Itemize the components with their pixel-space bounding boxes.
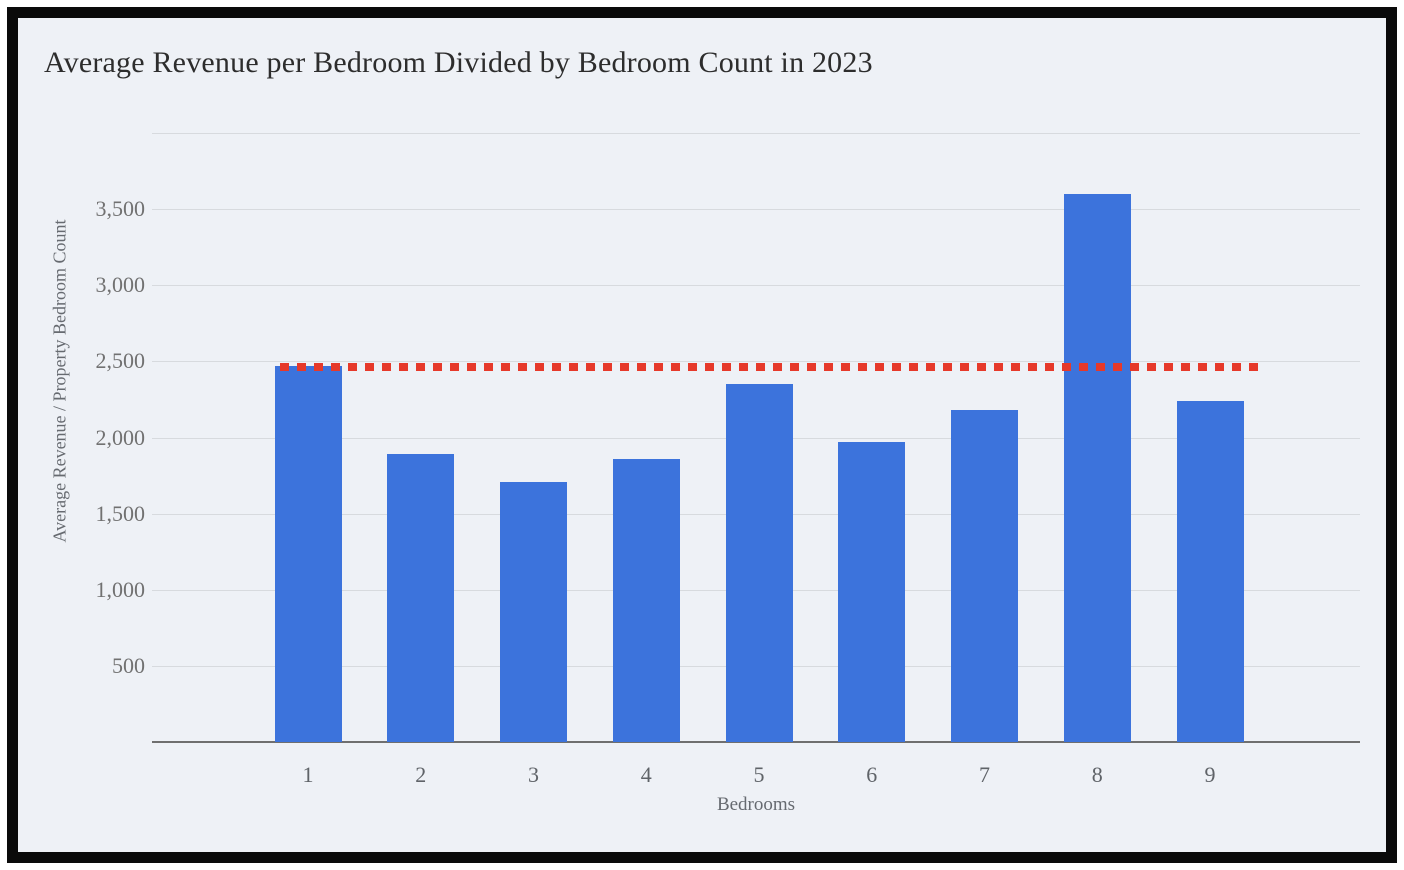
x-tick-label: 2 — [415, 762, 427, 787]
x-tick-label: 3 — [528, 762, 539, 787]
x-tick-label: 8 — [1091, 762, 1103, 787]
y-tick-label: 2,500 — [95, 348, 146, 373]
gridline — [152, 209, 1360, 210]
x-axis-line — [152, 741, 1360, 743]
gridline — [152, 133, 1360, 134]
plot-area: Bedrooms 500 1,000 1,500 2,000 2,500 3,000 3,5… — [96, 133, 1360, 815]
bar-bedrooms-8[interactable] — [1063, 194, 1131, 742]
gridline — [152, 285, 1360, 286]
y-tick-label: 3,000 — [95, 272, 146, 297]
bar-bedrooms-4[interactable] — [612, 459, 680, 742]
gridline — [152, 361, 1360, 362]
bar-bedrooms-6[interactable] — [838, 442, 906, 742]
x-tick-label: 1 — [302, 762, 314, 787]
y-tick-label: 1,500 — [95, 501, 146, 526]
y-tick-label: 2,000 — [95, 425, 146, 450]
bar-bedrooms-7[interactable] — [951, 410, 1018, 742]
chart-frame: Average Revenue per Bedroom Divided by B… — [7, 7, 1397, 863]
y-tick-label: 500 — [112, 653, 145, 678]
chart-title: Average Revenue per Bedroom Divided by B… — [44, 46, 873, 79]
y-tick-label: 3,500 — [95, 196, 146, 221]
bar-bedrooms-3[interactable] — [500, 482, 567, 742]
chart-content: Average Revenue per Bedroom Divided by B… — [18, 18, 1386, 852]
bar-bedrooms-9[interactable] — [1176, 401, 1244, 742]
x-tick-label: 4 — [640, 762, 652, 787]
bar-bedrooms-5[interactable] — [725, 384, 793, 742]
x-axis-title: Bedrooms — [716, 794, 796, 815]
x-tick-label: 5 — [753, 762, 765, 787]
reference-line — [280, 363, 1258, 371]
bar-bedrooms-1[interactable] — [274, 366, 342, 742]
bar-bedrooms-2[interactable] — [387, 454, 455, 742]
y-tick-label: 1,000 — [95, 577, 146, 602]
x-tick-label: 6 — [866, 762, 878, 787]
x-tick-label: 7 — [979, 762, 990, 787]
x-tick-label: 9 — [1204, 762, 1216, 787]
